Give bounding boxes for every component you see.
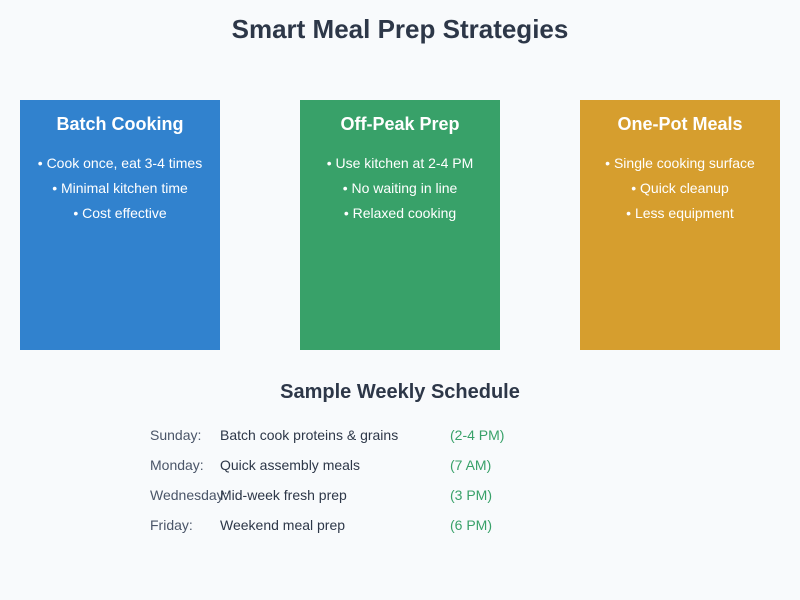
- schedule-title: Sample Weekly Schedule: [280, 381, 520, 403]
- schedule-time: (2-4 PM): [450, 427, 505, 443]
- schedule-time: (3 PM): [450, 487, 492, 503]
- list-item: • Less equipment: [626, 205, 734, 221]
- list-item: • Cost effective: [73, 205, 167, 221]
- list-item: • Minimal kitchen time: [52, 180, 188, 196]
- list-item: • Use kitchen at 2-4 PM: [326, 155, 474, 171]
- card-list: • Single cooking surface • Quick cleanup…: [580, 155, 780, 230]
- card-list: • Use kitchen at 2-4 PM • No waiting in …: [300, 155, 500, 230]
- card-title: Batch Cooking: [56, 114, 184, 134]
- schedule-day: Friday:: [150, 517, 193, 533]
- schedule-task: Quick assembly meals: [220, 457, 361, 473]
- card-list: • Cook once, eat 3-4 times • Minimal kit…: [20, 155, 220, 230]
- card-one-pot-meals: One-Pot Meals • Single cooking surface •…: [580, 100, 780, 350]
- schedule-task: Mid-week fresh prep: [220, 487, 347, 503]
- list-item: • Single cooking surface: [605, 155, 755, 171]
- list-item: • Cook once, eat 3-4 times: [37, 155, 203, 171]
- card-off-peak-prep: Off-Peak Prep • Use kitchen at 2-4 PM • …: [300, 100, 500, 350]
- schedule-day: Sunday:: [150, 427, 202, 443]
- list-item: • Relaxed cooking: [343, 205, 457, 221]
- card-title: Off-Peak Prep: [340, 114, 460, 134]
- list-item: • No waiting in line: [342, 180, 458, 196]
- card-batch-cooking: Batch Cooking • Cook once, eat 3-4 times…: [20, 100, 220, 350]
- schedule-time: (6 PM): [450, 517, 492, 533]
- schedule-time: (7 AM): [450, 457, 492, 473]
- schedule-day: Monday:: [150, 457, 204, 473]
- card-title: One-Pot Meals: [617, 114, 743, 134]
- list-item: • Quick cleanup: [631, 180, 729, 196]
- schedule-day: Wednesday:: [150, 487, 228, 503]
- schedule-task: Batch cook proteins & grains: [220, 427, 399, 443]
- page-title: Smart Meal Prep Strategies: [231, 14, 569, 44]
- schedule-task: Weekend meal prep: [220, 517, 346, 533]
